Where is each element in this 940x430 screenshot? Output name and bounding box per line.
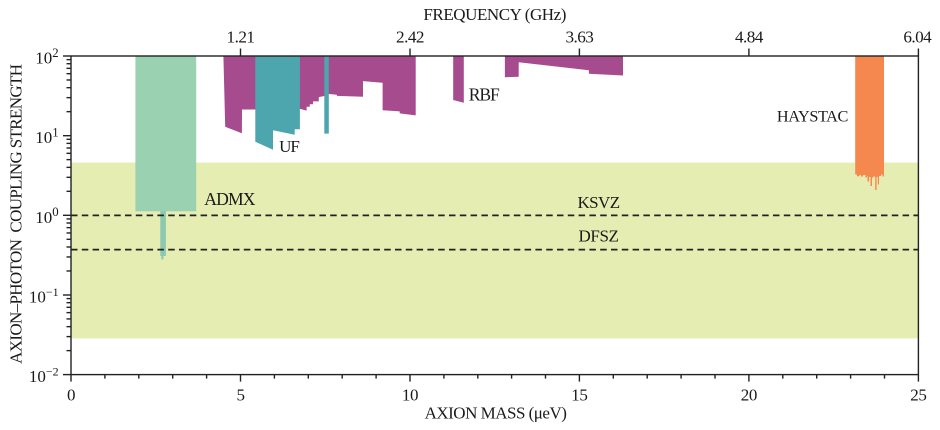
svg-text:RBF: RBF — [469, 85, 500, 105]
svg-text:AXION–PHOTON COUPLING STRENGT: AXION–PHOTON COUPLING STRENGTH — [7, 64, 26, 364]
svg-text:10: 10 — [402, 386, 418, 405]
svg-text:1.21: 1.21 — [227, 28, 255, 47]
svg-text:2.42: 2.42 — [396, 28, 424, 47]
svg-text:6.04: 6.04 — [903, 28, 932, 47]
svg-text:UF: UF — [279, 137, 299, 156]
svg-text:AXION MASS (μeV): AXION MASS (μeV) — [425, 404, 567, 423]
svg-text:DFSZ: DFSZ — [578, 226, 618, 245]
svg-text:20: 20 — [741, 386, 757, 405]
svg-text:4.84: 4.84 — [735, 28, 764, 47]
svg-text:FREQUENCY (GHz): FREQUENCY (GHz) — [423, 5, 566, 24]
svg-text:0: 0 — [67, 386, 75, 405]
svg-text:15: 15 — [571, 386, 587, 405]
svg-text:ADMX: ADMX — [204, 189, 256, 209]
svg-text:3.63: 3.63 — [565, 28, 593, 47]
svg-text:HAYSTAC: HAYSTAC — [777, 107, 848, 126]
svg-text:KSVZ: KSVZ — [578, 193, 620, 212]
svg-text:25: 25 — [910, 386, 926, 405]
svg-text:5: 5 — [236, 386, 244, 405]
